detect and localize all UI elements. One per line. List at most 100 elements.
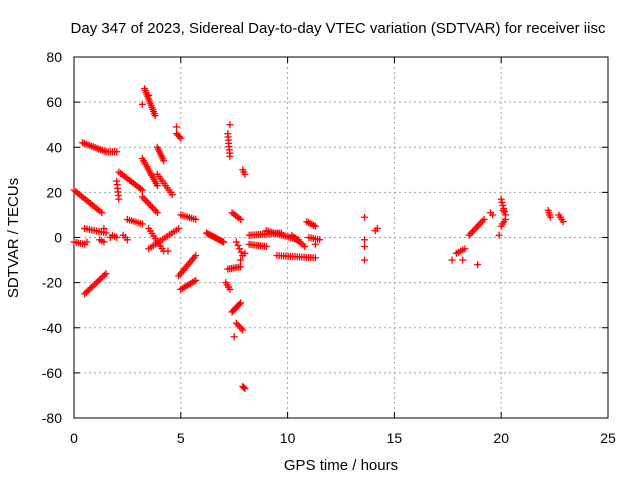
data-point <box>100 238 108 246</box>
data-point <box>237 263 245 271</box>
y-tick-label: 80 <box>46 49 62 65</box>
data-point <box>152 207 160 215</box>
x-tick-label: 20 <box>493 430 509 446</box>
data-point <box>99 273 107 281</box>
data-point <box>164 247 172 255</box>
x-tick-label: 0 <box>70 430 78 446</box>
data-point <box>91 281 99 289</box>
data-point <box>100 224 108 232</box>
data-point <box>81 224 89 232</box>
data-point <box>192 215 200 223</box>
data-point <box>147 202 155 210</box>
data-point <box>360 213 368 221</box>
data-point <box>495 231 503 239</box>
data-point <box>142 196 150 204</box>
data-point <box>113 234 121 241</box>
data-point <box>311 240 319 248</box>
y-tick-label: -80 <box>42 410 62 426</box>
axis-ticks: 0 5 10 15 20 25 -80 -60 -40 -20 0 20 40 60 80 <box>42 49 616 446</box>
data-point <box>237 215 245 223</box>
y-tick-label: -40 <box>42 320 62 336</box>
data-point <box>232 319 240 327</box>
x-axis-label: GPS time / hours <box>284 457 398 474</box>
data-point <box>232 238 240 246</box>
y-tick-label: -60 <box>42 365 62 381</box>
data-point <box>140 195 148 203</box>
data-point <box>473 222 481 230</box>
data-point <box>360 243 368 251</box>
data-point <box>236 245 244 253</box>
data-point <box>102 270 110 278</box>
data-point <box>82 288 90 296</box>
data-point <box>472 224 480 232</box>
data-point <box>95 276 103 284</box>
data-point <box>83 238 91 246</box>
data-points <box>70 85 567 393</box>
data-point <box>497 195 505 203</box>
data-point <box>467 229 475 237</box>
data-point <box>220 238 228 246</box>
y-tick-label: 0 <box>54 230 62 246</box>
data-point <box>151 112 159 120</box>
y-tick-label: -20 <box>42 275 62 291</box>
data-point <box>316 236 324 244</box>
data-point <box>241 170 249 178</box>
x-tick-label: 25 <box>600 430 616 446</box>
data-point <box>192 276 200 284</box>
data-point <box>301 243 309 251</box>
data-point <box>241 385 249 393</box>
data-point <box>143 198 151 206</box>
data-point <box>84 287 92 295</box>
data-point <box>192 252 200 260</box>
data-point <box>501 215 509 223</box>
x-tick-label: 10 <box>280 430 296 446</box>
data-point <box>175 224 183 232</box>
data-point <box>311 222 319 230</box>
data-point <box>478 217 486 225</box>
x-tick-label: 5 <box>177 430 185 446</box>
data-point <box>360 256 368 264</box>
data-point <box>237 299 245 307</box>
y-tick-label: 40 <box>46 139 62 155</box>
y-axis-label: SDTVAR / TECUs <box>5 178 22 298</box>
data-point <box>360 236 368 244</box>
data-point <box>475 221 483 229</box>
data-point <box>153 209 161 217</box>
data-point <box>461 245 469 253</box>
data-point <box>89 282 97 290</box>
data-point <box>113 148 121 156</box>
data-point <box>153 182 161 190</box>
data-point <box>234 241 242 249</box>
data-point <box>501 208 509 216</box>
data-point <box>311 254 319 262</box>
data-point <box>226 152 234 160</box>
grid-lines <box>74 57 608 418</box>
data-point <box>236 323 244 331</box>
data-point <box>237 256 245 264</box>
data-point <box>230 333 238 341</box>
data-point <box>123 236 131 244</box>
data-point <box>448 256 456 264</box>
x-tick-label: 15 <box>387 430 403 446</box>
data-point <box>226 121 234 129</box>
data-point <box>148 203 156 211</box>
data-point <box>138 186 146 194</box>
data-point <box>98 209 106 217</box>
data-point <box>239 326 247 334</box>
data-point <box>480 215 488 223</box>
data-point <box>173 123 181 131</box>
data-point <box>468 228 476 236</box>
data-point <box>150 205 158 213</box>
data-point <box>489 211 497 219</box>
data-point <box>97 274 105 282</box>
data-point <box>237 324 245 332</box>
data-point <box>498 198 506 206</box>
data-point <box>237 248 245 256</box>
data-point <box>138 100 146 108</box>
data-point <box>160 157 168 165</box>
y-tick-label: 60 <box>46 94 62 110</box>
data-point <box>145 200 153 208</box>
data-point <box>115 195 123 203</box>
y-tick-label: 20 <box>46 184 62 200</box>
chart-title: Day 347 of 2023, Sidereal Day-to-day VTE… <box>71 20 606 37</box>
